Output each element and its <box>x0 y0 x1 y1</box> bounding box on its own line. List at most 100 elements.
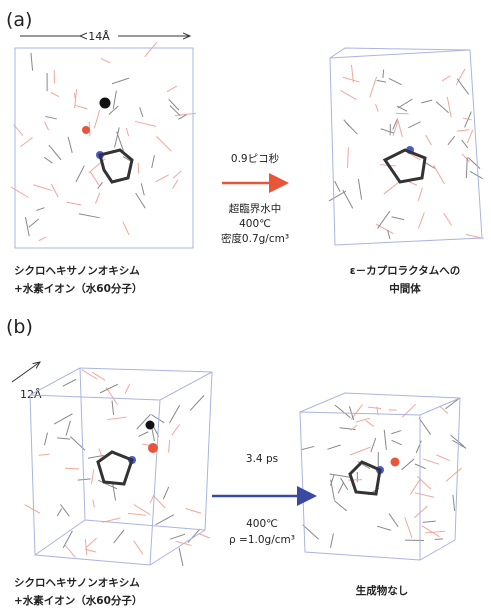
water-bond <box>442 76 450 81</box>
water-bond <box>112 78 129 84</box>
water-bond <box>453 495 455 511</box>
water-bond <box>376 104 379 112</box>
water-bond <box>125 384 130 394</box>
water-bond <box>76 166 84 182</box>
water-bond <box>51 184 58 197</box>
water-bond <box>409 182 417 185</box>
water-bond <box>421 100 432 103</box>
sim-box <box>30 368 212 565</box>
condition: 3.4 ps <box>246 453 278 465</box>
water-bond <box>170 105 180 115</box>
water-bond <box>156 136 171 151</box>
water-bond <box>457 79 468 95</box>
water-bond <box>39 454 50 455</box>
water-bond <box>60 504 69 516</box>
water-bond <box>155 175 168 182</box>
water-bond <box>447 97 451 118</box>
water-bond <box>356 418 370 422</box>
caption: +水素イオン（水60分子） <box>14 594 142 607</box>
water-bond <box>371 438 376 452</box>
ring <box>100 150 132 182</box>
water-bond <box>392 440 402 445</box>
water-bond <box>36 208 44 211</box>
water-bond <box>86 538 97 548</box>
water-bond <box>66 421 70 436</box>
condition: 密度0.7g/cm³ <box>221 232 289 245</box>
water-bond <box>416 441 421 453</box>
water-bond <box>51 93 59 97</box>
water-bond <box>92 469 94 484</box>
water-bond <box>467 130 473 143</box>
condition: 400℃ <box>246 518 278 530</box>
water-bond <box>113 91 116 109</box>
water-bond <box>466 157 467 178</box>
condition: ρ =1.0g/cm³ <box>229 534 295 546</box>
water-bond <box>414 506 427 518</box>
water-bond <box>79 214 100 218</box>
water-bond <box>169 440 170 453</box>
water-bond <box>45 122 49 130</box>
water-bond <box>405 517 412 538</box>
sim-box <box>15 48 193 248</box>
water-bond <box>436 455 449 461</box>
ring <box>350 462 380 494</box>
water-bond <box>408 122 420 128</box>
water-bond <box>151 415 164 423</box>
scale-label: 14Å <box>88 30 110 43</box>
water-bond <box>419 418 431 435</box>
water-bond <box>39 237 46 241</box>
water-bond <box>163 487 168 499</box>
water-bond <box>139 432 149 437</box>
water-bond <box>170 534 185 539</box>
water-bond <box>470 171 483 178</box>
water-bond <box>128 513 146 515</box>
water-bond <box>152 155 155 168</box>
water-bond <box>457 130 469 131</box>
water-bond <box>25 505 40 514</box>
water-bond <box>435 539 443 540</box>
water-bond <box>49 145 61 160</box>
water-bond <box>384 430 386 450</box>
water-bond <box>389 514 398 527</box>
water-bond <box>301 446 314 449</box>
water-bond <box>101 59 111 63</box>
water-bond <box>57 438 70 439</box>
water-bond <box>44 157 52 163</box>
water-bond <box>425 531 445 533</box>
water-bond <box>410 479 420 495</box>
water-bond <box>436 102 448 113</box>
water-bond <box>417 476 431 489</box>
water-bond <box>45 433 48 446</box>
water-bond <box>65 468 79 469</box>
water-bond <box>75 105 88 108</box>
water-bond <box>169 405 179 423</box>
water-bond <box>348 147 349 168</box>
water-bond <box>370 77 377 98</box>
water-bond <box>134 505 150 515</box>
water-bond <box>398 99 413 108</box>
water-bond <box>383 70 384 78</box>
water-bond <box>141 183 144 195</box>
water-bond <box>377 80 386 82</box>
water-bond <box>335 405 351 418</box>
atom <box>82 126 90 134</box>
panel-label: (b) <box>6 316 33 338</box>
atom <box>391 458 400 467</box>
water-bond <box>185 509 201 514</box>
water-bond <box>145 42 157 57</box>
water-bond <box>327 445 340 449</box>
condition: 超臨界水中 <box>229 202 282 215</box>
water-bond <box>376 224 394 234</box>
water-bond <box>134 541 143 555</box>
water-bond <box>338 482 344 493</box>
water-bond <box>425 135 431 145</box>
water-bond <box>29 219 39 227</box>
water-bond <box>126 128 128 136</box>
water-bond <box>402 459 414 470</box>
water-bond <box>392 217 404 220</box>
water-bond <box>389 78 402 84</box>
water-bond <box>93 499 94 507</box>
water-bond <box>391 431 401 434</box>
water-bond <box>330 474 351 477</box>
panel-label: (a) <box>6 9 32 31</box>
